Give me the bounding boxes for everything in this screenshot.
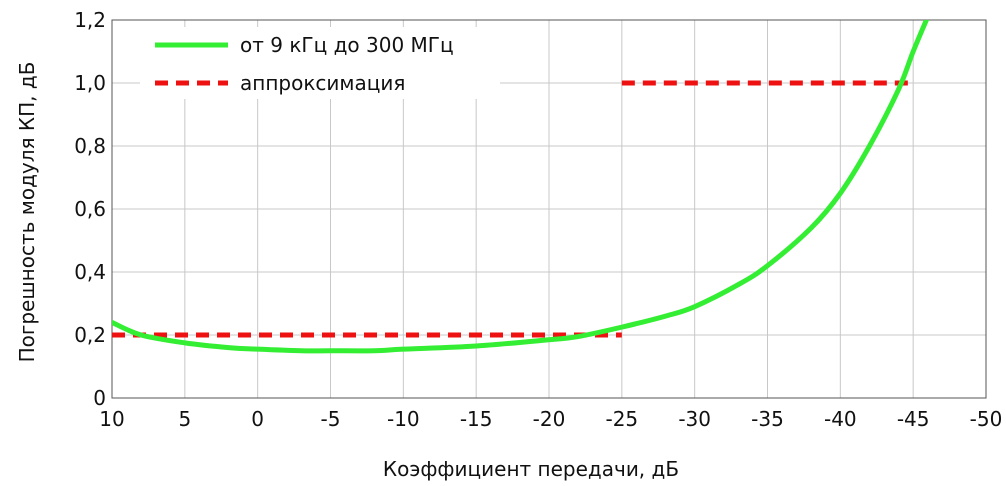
legend-label-series-2: аппроксимация (240, 71, 405, 95)
x-tick-label: -30 (678, 407, 711, 431)
x-tick-label: 5 (178, 407, 191, 431)
x-tick-label: -20 (533, 407, 566, 431)
x-tick-label: 10 (99, 407, 124, 431)
x-tick-label: -25 (605, 407, 638, 431)
y-tick-label: 0,4 (74, 260, 106, 284)
x-tick-label: -40 (824, 407, 857, 431)
y-tick-label: 0,8 (74, 134, 106, 158)
legend-label-series-1: от 9 кГц до 300 МГц (240, 33, 454, 57)
x-axis-title: Коэффициент передачи, дБ (383, 457, 679, 481)
x-tick-label: -15 (460, 407, 493, 431)
legend-background (140, 27, 500, 99)
x-tick-label: 0 (251, 407, 264, 431)
x-tick-label: -35 (751, 407, 784, 431)
y-tick-label: 0,6 (74, 197, 106, 221)
x-tick-label: -50 (970, 407, 1003, 431)
y-axis-title: Погрешность модуля КП, дБ (15, 62, 39, 363)
plot-border (111, 19, 987, 399)
x-tick-label: -45 (897, 407, 930, 431)
y-tick-label: 0 (93, 386, 106, 410)
x-tick-label: -5 (321, 407, 341, 431)
legend: от 9 кГц до 300 МГц аппроксимация (140, 27, 500, 99)
series-layer (112, 20, 930, 354)
y-tick-label: 1,0 (74, 71, 106, 95)
y-tick-label: 0,2 (74, 323, 106, 347)
x-tick-label: -10 (387, 407, 420, 431)
y-tick-label: 1,2 (74, 8, 106, 32)
tick-labels: 10 5 0 -5 -10 -15 -20 -25 -30 -35 -40 -45 -50 0 0,2 0,4… (74, 8, 1002, 431)
measured-curve (112, 20, 930, 354)
